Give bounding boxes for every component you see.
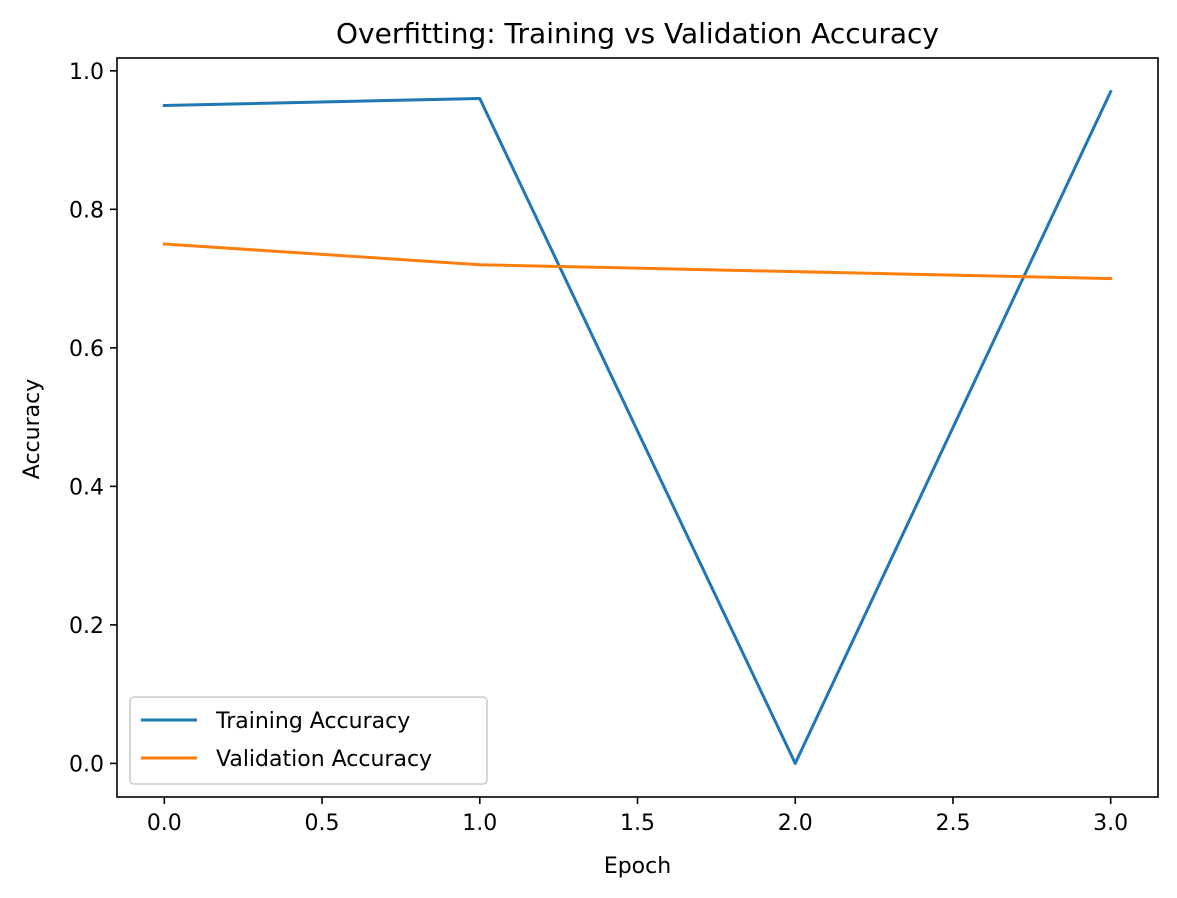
plot-area-frame: [116, 57, 1159, 798]
y-tick-label: 0.8: [69, 198, 104, 223]
x-tick-label: 2.0: [778, 811, 813, 836]
chart-title: Overfitting: Training vs Validation Accu…: [336, 17, 939, 50]
legend-label: Validation Accuracy: [216, 747, 432, 772]
y-tick-label: 0.4: [69, 475, 104, 500]
x-tick-label: 1.5: [620, 811, 655, 836]
x-tick-label: 1.0: [462, 811, 497, 836]
y-tick-label: 0.0: [69, 752, 104, 777]
x-axis-ticks: 0.0 0.5 1.0 1.5 2.0 2.5 3.0: [147, 797, 1128, 836]
y-tick-label: 0.2: [69, 614, 104, 639]
legend-box: [129, 696, 488, 785]
legend: Training Accuracy Validation Accuracy: [129, 696, 488, 785]
x-axis-label: Epoch: [604, 854, 671, 879]
y-axis-label: Accuracy: [20, 379, 45, 479]
series-line-validation-accuracy: [162, 242, 1113, 281]
x-tick-label: 0.5: [305, 811, 340, 836]
x-tick-label: 3.0: [1093, 811, 1128, 836]
y-tick-label: 0.6: [69, 337, 104, 362]
y-axis-ticks: 0.0 0.2 0.4 0.6 0.8 1.0: [69, 60, 117, 777]
y-tick-label: 1.0: [69, 60, 104, 85]
series-line-training-accuracy: [162, 89, 1113, 765]
x-tick-label: 0.0: [147, 811, 182, 836]
series-lines: [162, 89, 1113, 765]
legend-label: Training Accuracy: [215, 709, 410, 734]
x-tick-label: 2.5: [935, 811, 970, 836]
